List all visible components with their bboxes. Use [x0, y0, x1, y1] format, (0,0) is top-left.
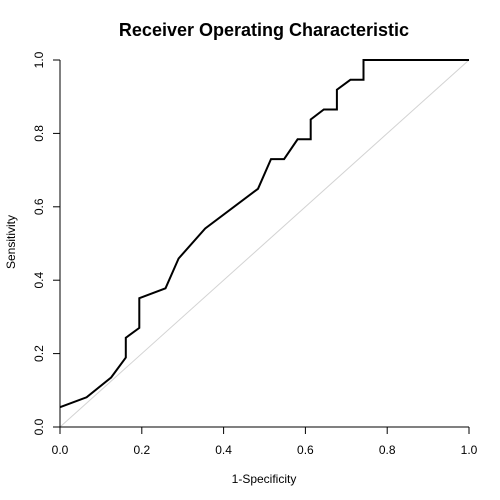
x-tick-label: 1.0 [461, 443, 478, 457]
roc-curve [59, 59, 469, 409]
x-tick-label: 0.0 [52, 443, 69, 457]
y-axis-ticks: 0.0 0.2 0.4 0.6 0.8 1.0 [32, 51, 60, 435]
reference-diagonal-line [59, 59, 470, 428]
x-tick-label: 0.6 [297, 443, 314, 457]
x-tick-label: 0.8 [379, 443, 396, 457]
chart-title: Receiver Operating Characteristic [119, 20, 409, 40]
y-axis-label: Sensitivity [4, 215, 18, 269]
y-tick-label: 0.2 [32, 345, 46, 362]
y-tick-label: 0.4 [32, 272, 46, 289]
x-tick-label: 0.4 [215, 443, 232, 457]
x-axis-ticks: 0.0 0.2 0.4 0.6 0.8 1.0 [52, 427, 478, 457]
x-axis-label: 1-Specificity [232, 472, 297, 486]
y-tick-label: 0.6 [32, 198, 46, 215]
y-tick-label: 0.0 [32, 418, 46, 435]
y-tick-label: 0.8 [32, 125, 46, 142]
x-tick-label: 0.2 [133, 443, 150, 457]
y-tick-label: 1.0 [32, 51, 46, 68]
